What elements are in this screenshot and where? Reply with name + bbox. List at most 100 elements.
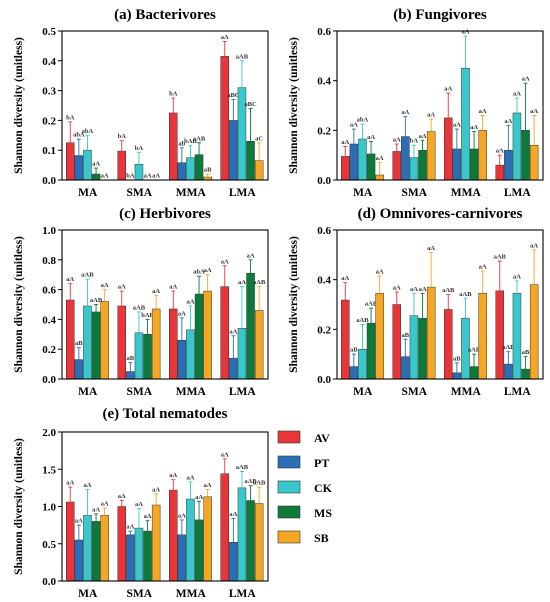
- significance-label: aA: [126, 524, 134, 531]
- bar-ck-lma: [512, 112, 522, 181]
- bar-ms-ma: [91, 521, 101, 582]
- bar-pt-mma: [452, 148, 462, 181]
- significance-label: aAB: [236, 464, 249, 471]
- bar-ck-ma: [358, 138, 367, 181]
- x-category-label: MA: [78, 588, 98, 600]
- bar-ck-sma: [134, 163, 144, 181]
- significance-label: aA: [479, 108, 487, 115]
- y-tick-label: 0.6: [42, 285, 56, 297]
- plot-frame: [336, 229, 544, 380]
- bar-ms-ma: [91, 311, 101, 380]
- bar-sb-mma: [203, 496, 212, 582]
- bar-sb-lma: [529, 144, 539, 181]
- significance-label: aBC: [244, 101, 257, 108]
- significance-label: aA: [204, 267, 212, 274]
- bar-pt-ma: [74, 155, 84, 181]
- significance-label: aA: [144, 173, 152, 180]
- bar-sb-sma: [426, 131, 436, 181]
- significance-label: aB: [75, 340, 83, 347]
- significance-label: aA: [178, 512, 186, 519]
- significance-label: aAB: [81, 272, 94, 279]
- bar-ck-lma: [237, 487, 247, 582]
- bar-ms-sma: [143, 334, 152, 380]
- significance-label: aC: [255, 135, 263, 142]
- legend-swatch-ck: [277, 480, 301, 494]
- x-category-label: SMA: [401, 187, 427, 199]
- bar-ck-ma: [83, 515, 92, 582]
- bar-pt-mma: [452, 372, 462, 380]
- bar-av-ma: [66, 142, 75, 181]
- significance-label: aA: [453, 122, 461, 129]
- significance-label: aAB: [236, 53, 249, 60]
- bar-ck-ma: [358, 348, 367, 380]
- bar-pt-sma: [401, 356, 410, 380]
- legend-label-av: AV: [314, 431, 330, 445]
- panel-4: (d) Omnivores-carnivores Shannon diversit…: [288, 206, 544, 398]
- y-tick-label: 1.5: [42, 464, 56, 476]
- significance-label: aA: [229, 511, 237, 518]
- significance-label: aA: [427, 112, 435, 119]
- significance-label: bAB: [184, 138, 197, 145]
- bar-av-sma: [392, 304, 401, 380]
- x-category-label: SMA: [126, 588, 152, 600]
- significance-label: aA: [195, 494, 203, 501]
- bar-ck-mma: [186, 329, 195, 380]
- bar-av-ma: [66, 299, 75, 380]
- significance-label: aA: [152, 288, 160, 295]
- significance-label: aA: [410, 286, 418, 293]
- significance-label: aA: [83, 482, 91, 489]
- bar-pt-lma: [504, 149, 513, 181]
- y-axis-label: Shannon diversity (unitless): [13, 236, 25, 373]
- y-tick-label: 0.6: [317, 26, 331, 38]
- legend-label-sb: SB: [314, 531, 329, 545]
- significance-label: bA: [135, 145, 144, 152]
- significance-label: aA: [513, 91, 521, 98]
- bar-pt-lma: [229, 120, 238, 181]
- significance-label: abA: [193, 269, 205, 276]
- y-tick-label: 0.4: [317, 76, 331, 88]
- y-tick-label: 0.3: [42, 86, 56, 98]
- significance-label: aB: [522, 349, 530, 356]
- bar-ms-mma: [469, 148, 479, 181]
- bar-av-lma: [495, 290, 504, 380]
- x-category-label: SMA: [126, 386, 152, 398]
- significance-label: abA: [82, 128, 94, 135]
- significance-label: aAB: [90, 297, 103, 304]
- legend-swatch-pt: [277, 455, 301, 469]
- x-category-label: SMA: [401, 386, 427, 398]
- significance-label: abA: [357, 117, 369, 124]
- x-category-label: MMA: [451, 187, 482, 199]
- significance-label: ab: [178, 140, 185, 147]
- bar-ck-lma: [237, 328, 247, 380]
- x-category-label: MMA: [176, 386, 207, 398]
- bar-ck-sma: [134, 332, 144, 380]
- significance-label: aA: [461, 28, 469, 35]
- significance-label: aAB: [365, 301, 378, 308]
- significance-label: aA: [393, 136, 401, 143]
- significance-label: aA: [186, 298, 194, 305]
- significance-label: aA: [522, 76, 530, 83]
- significance-label: aB: [402, 332, 410, 339]
- bar-sb-lma: [254, 503, 264, 582]
- significance-label: aAB: [253, 480, 266, 487]
- bar-sb-mma: [478, 293, 487, 380]
- x-category-label: LMA: [504, 187, 532, 199]
- significance-label: aA: [247, 252, 255, 259]
- plot-frame: [61, 229, 269, 380]
- bar-pt-mma: [177, 340, 187, 380]
- y-tick-label: 0.0: [42, 576, 56, 588]
- x-category-label: MMA: [176, 187, 207, 199]
- bar-ck-mma: [461, 68, 470, 181]
- bar-sb-ma: [375, 174, 384, 181]
- x-category-label: MA: [78, 187, 98, 199]
- y-tick-label: 0.0: [42, 374, 56, 386]
- legend-swatch-av: [277, 430, 301, 444]
- significance-label: aA: [101, 173, 109, 180]
- significance-label: aA: [513, 273, 521, 280]
- bar-ms-mma: [194, 293, 204, 380]
- significance-label: aB: [350, 347, 358, 354]
- significance-label: aA: [350, 122, 358, 129]
- legend-label-ck: CK: [314, 481, 333, 495]
- bar-sb-ma: [100, 301, 109, 380]
